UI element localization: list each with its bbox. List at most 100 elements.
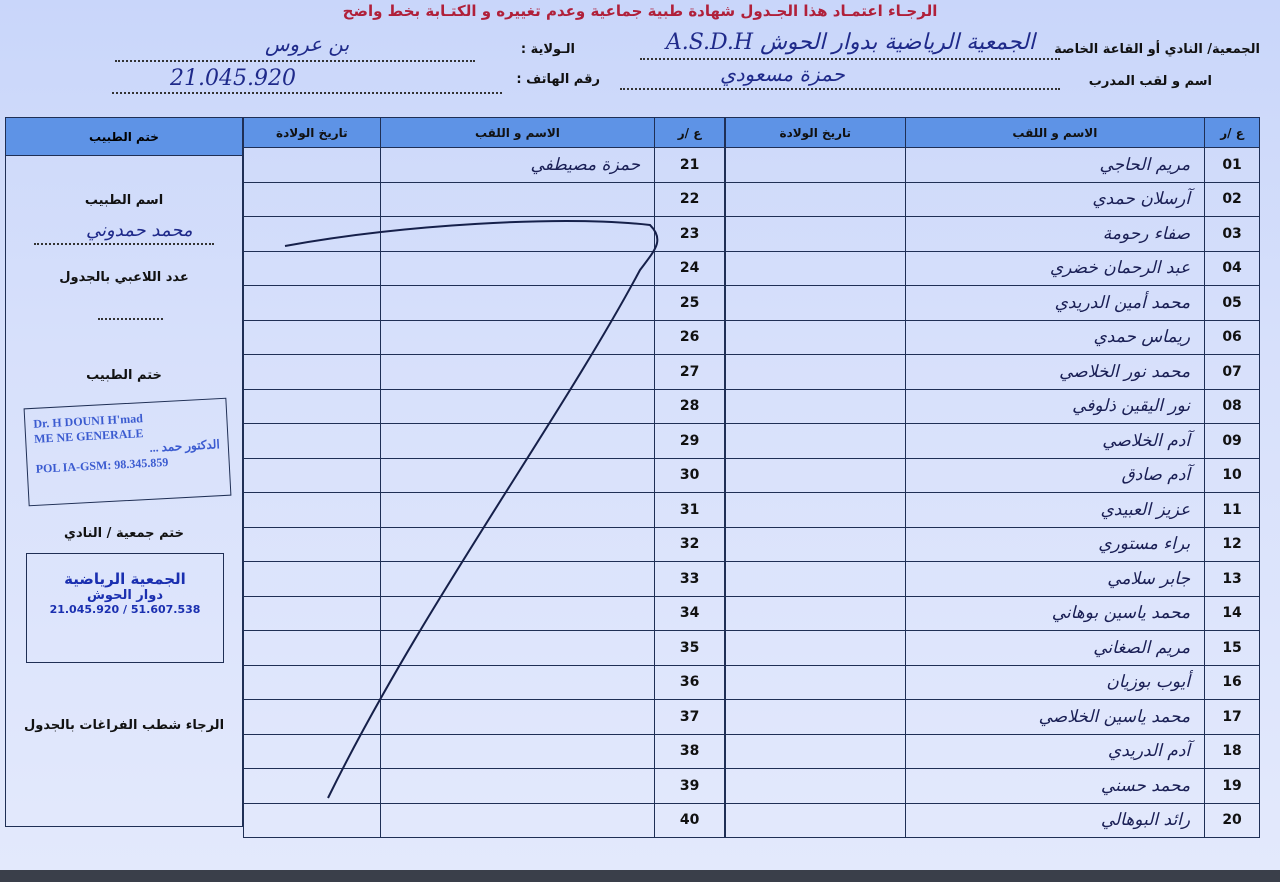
birth-date — [725, 561, 906, 597]
birth-date — [725, 181, 906, 217]
table-row: 37 — [243, 699, 725, 735]
player-name — [379, 595, 656, 631]
row-number: 19 — [1204, 768, 1260, 804]
player-name: محمد ياسين الخلاصي — [904, 699, 1206, 735]
birth-date — [725, 492, 906, 528]
player-name: رائد البوهالي — [904, 802, 1206, 838]
row-number: 36 — [654, 664, 725, 700]
table-row: 36 — [243, 664, 725, 700]
table-row: 14 محمد ياسين بوهاني — [725, 595, 1260, 631]
table-row: 09 آدم الخلاصي — [725, 423, 1260, 459]
player-name — [379, 630, 656, 666]
player-name: مريم الحاجي — [904, 147, 1206, 183]
player-name — [379, 250, 656, 286]
row-number: 30 — [654, 457, 725, 493]
player-name: براء مستوري — [904, 526, 1206, 562]
table-row: 17 محمد ياسين الخلاصي — [725, 699, 1260, 735]
birth-date — [725, 285, 906, 321]
players-table-right: ع /ر الاسم و اللقب تاريخ الولادة 01 مريم … — [725, 117, 1260, 838]
table-row: 22 — [243, 181, 725, 217]
player-name: صفاء رحومة — [904, 216, 1206, 252]
row-number: 09 — [1204, 423, 1260, 459]
player-name: آرسلان حمدي — [904, 181, 1206, 217]
doctor-stamp-label: ختم الطبيب — [86, 368, 162, 383]
row-number: 05 — [1204, 285, 1260, 321]
birth-date — [725, 733, 906, 769]
phone-value: 21.045.920 — [170, 66, 296, 91]
coach-label: اسم و لقب المدرب — [1088, 74, 1212, 89]
birth-date — [243, 768, 381, 804]
birth-date — [243, 457, 381, 493]
player-name — [379, 768, 656, 804]
birth-date — [243, 802, 381, 838]
row-number: 27 — [654, 354, 725, 390]
birth-date — [725, 423, 906, 459]
birth-date — [243, 388, 381, 424]
table-row: 07 محمد نور الخلاصي — [725, 354, 1260, 390]
birth-date — [725, 802, 906, 838]
table-row: 10 آدم صادق — [725, 457, 1260, 493]
row-number: 12 — [1204, 526, 1260, 562]
table-row: 34 — [243, 595, 725, 631]
table-row: 29 — [243, 423, 725, 459]
table-row: 16 أيوب بوزيان — [725, 664, 1260, 700]
birth-date — [243, 595, 381, 631]
player-name: أيوب بوزيان — [904, 664, 1206, 700]
player-name: آدم صادق — [904, 457, 1206, 493]
doctor-column: ختم الطبيب اسم الطبيب محمد حمدوني عدد ال… — [5, 117, 243, 827]
col-name: الاسم و اللقب — [904, 117, 1206, 148]
row-number: 17 — [1204, 699, 1260, 735]
wilaya-label: الـولاية : — [520, 42, 575, 57]
row-number: 20 — [1204, 802, 1260, 838]
table-row: 28 — [243, 388, 725, 424]
player-name — [379, 802, 656, 838]
row-number: 26 — [654, 319, 725, 355]
table-row: 02 آرسلان حمدي — [725, 181, 1260, 217]
player-name: محمد نور الخلاصي — [904, 354, 1206, 390]
row-number: 24 — [654, 250, 725, 286]
strike-empty-note: الرجاء شطب الفراغات بالجدول — [23, 718, 225, 733]
row-number: 23 — [654, 216, 725, 252]
table-row: 06 ريماس حمدي — [725, 319, 1260, 355]
doctor-stamp: Dr. H DOUNI H'mad ME NE GENERALE الدكتور … — [23, 397, 232, 507]
table-row: 40 — [243, 802, 725, 838]
player-name: عبد الرحمان خضري — [904, 250, 1206, 286]
table-row: 31 — [243, 492, 725, 528]
table-row: 04 عبد الرحمان خضري — [725, 250, 1260, 286]
birth-date — [243, 319, 381, 355]
club-stamp: الجمعية الرياضية دوار الحوش 21.045.920 /… — [26, 553, 224, 663]
table-row: 19 محمد حسني — [725, 768, 1260, 804]
birth-date — [243, 664, 381, 700]
birth-date — [243, 216, 381, 252]
row-number: 33 — [654, 561, 725, 597]
form-title: الرجـاء اعتمـاد هذا الجـدول شهادة طبية ج… — [342, 2, 938, 20]
row-number: 14 — [1204, 595, 1260, 631]
birth-date — [243, 492, 381, 528]
player-name: آدم الدريدي — [904, 733, 1206, 769]
table-row: 25 — [243, 285, 725, 321]
col-number: ع /ر — [654, 117, 725, 148]
player-name: محمد ياسين بوهاني — [904, 595, 1206, 631]
coach-value: حمزة مسعودي — [720, 62, 845, 86]
player-name: ريماس حمدي — [904, 319, 1206, 355]
birth-date — [725, 216, 906, 252]
table-row: 20 رائد البوهالي — [725, 802, 1260, 838]
col-name: الاسم و اللقب — [379, 117, 656, 148]
player-name — [379, 285, 656, 321]
player-name: مريم الصغاني — [904, 630, 1206, 666]
phone-label: رقم الهاتف : — [516, 72, 600, 87]
row-number: 22 — [654, 181, 725, 217]
row-number: 32 — [654, 526, 725, 562]
birth-date — [243, 561, 381, 597]
players-table-left: ع /ر الاسم و اللقب تاريخ الولادة 21 حمزة … — [243, 117, 725, 838]
row-number: 03 — [1204, 216, 1260, 252]
doctor-name-label: اسم الطبيب — [84, 193, 164, 208]
row-number: 10 — [1204, 457, 1260, 493]
player-name: نور اليقين ذلوفي — [904, 388, 1206, 424]
birth-date — [725, 630, 906, 666]
row-number: 08 — [1204, 388, 1260, 424]
table-row: 18 آدم الدريدي — [725, 733, 1260, 769]
player-name: حمزة مصيطفي — [379, 147, 656, 183]
wilaya-value: بن عروس — [265, 32, 350, 56]
